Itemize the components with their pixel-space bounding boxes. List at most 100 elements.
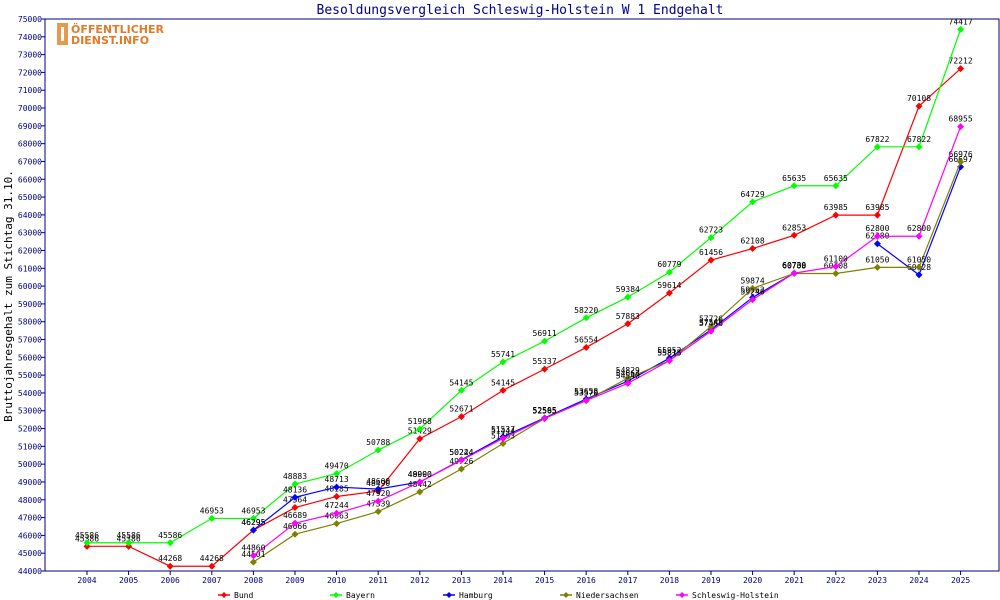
data-label: 52565 [533,406,557,415]
data-label: 59384 [616,285,640,294]
data-label: 49470 [325,462,349,471]
data-label: 53658 [574,387,598,396]
data-point [291,504,299,512]
data-point [416,478,424,486]
data-label: 62800 [865,224,889,233]
data-point [707,327,715,335]
data-point [333,520,341,528]
data-point [333,483,341,491]
x-tick-label: 2018 [660,576,679,585]
data-label: 49000 [408,470,432,479]
data-label: 61100 [824,255,848,264]
data-label: 54145 [491,378,515,387]
data-point [707,323,715,331]
y-tick-label: 52000 [18,425,42,434]
x-tick-label: 2022 [826,576,845,585]
y-tick-label: 70000 [18,104,42,113]
data-label: 63985 [865,203,889,212]
data-point [582,314,590,322]
series-line [87,29,962,544]
data-label: 61050 [865,255,889,264]
data-label: 74417 [949,17,973,26]
data-label: 62108 [741,237,765,246]
legend-label: Bund [234,591,253,600]
data-label: 53570 [574,389,598,398]
data-label: 46953 [241,506,265,515]
data-label: 46689 [283,511,307,520]
y-tick-label: 48000 [18,496,42,505]
data-point [624,320,632,328]
legend-label: Bayern [346,591,375,600]
legend-marker [446,592,452,598]
data-point [915,232,923,240]
data-label: 55741 [491,350,515,359]
series-line [87,68,962,567]
x-tick-label: 2020 [743,576,762,585]
x-tick-label: 2004 [77,576,96,585]
data-point [457,413,465,421]
data-label: 72212 [949,57,973,66]
legend-marker [679,592,685,598]
data-point [957,123,965,131]
y-tick-label: 62000 [18,246,42,255]
y-tick-label: 66000 [18,175,42,184]
data-point [873,263,881,271]
series-niedersachsen: 4450146066466634733948442497265116352565… [241,150,973,566]
data-label: 54145 [449,378,473,387]
data-point [790,231,798,239]
data-point [291,480,299,488]
data-label: 45586 [158,531,182,540]
data-label: 67822 [907,135,931,144]
data-point [541,365,549,373]
data-point [915,263,923,271]
data-label: 57726 [699,315,723,324]
data-point [374,446,382,454]
x-axis: 2004 2005 2006 2007 2008 2009 2010 2011 2012 2013… [77,571,970,585]
data-point [790,269,798,277]
legend-marker [563,592,569,598]
data-label: 57466 [699,319,723,328]
y-tick-label: 67000 [18,157,42,166]
data-point [749,198,757,206]
data-label: 44268 [158,554,182,563]
data-label: 67822 [865,135,889,144]
data-point [333,470,341,478]
data-point [832,182,840,190]
data-label: 52671 [449,405,473,414]
y-tick-label: 54000 [18,389,42,398]
y-tick-label: 75000 [18,15,42,24]
data-label: 68955 [949,115,973,124]
data-point [249,514,257,522]
y-tick-label: 63000 [18,229,42,238]
x-tick-label: 2009 [285,576,304,585]
data-point [166,562,174,570]
series-hamburg: 46295 48136 48713 48600 49000 50244 51537 52595… [241,155,973,534]
data-point [125,542,133,550]
y-tick-label: 64000 [18,211,42,220]
data-label: 59614 [657,281,681,290]
y-tick-label: 57000 [18,336,42,345]
data-label: 46295 [241,518,265,527]
data-point [707,234,715,242]
plot-area [44,18,1000,572]
data-point [957,158,965,166]
data-label: 46066 [283,522,307,531]
data-label: 48883 [283,472,307,481]
data-label: 46953 [200,506,224,515]
x-tick-label: 2016 [577,576,596,585]
data-point [790,182,798,190]
y-tick-label: 68000 [18,140,42,149]
data-point [249,526,257,534]
data-label: 66976 [949,150,973,159]
data-label: 50244 [449,448,473,457]
data-point [416,435,424,443]
data-point [291,519,299,527]
legend-marker [221,592,227,598]
data-point [499,386,507,394]
data-point [208,562,216,570]
data-label: 45586 [117,531,141,540]
data-label: 59874 [741,276,765,285]
y-tick-label: 49000 [18,478,42,487]
x-tick-label: 2013 [452,576,471,585]
data-label: 70108 [907,94,931,103]
